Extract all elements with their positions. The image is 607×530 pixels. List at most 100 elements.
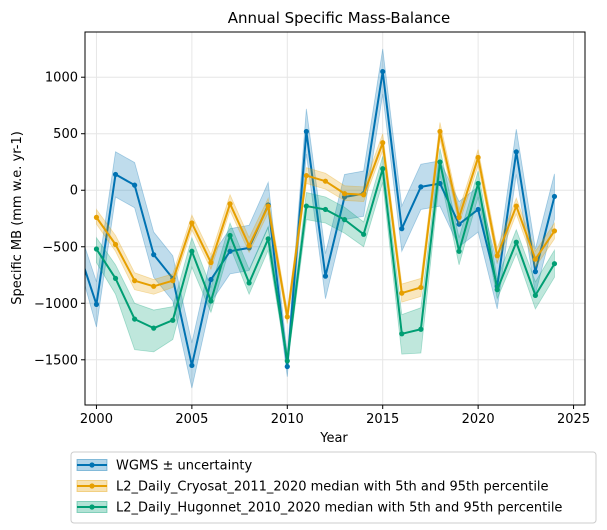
x-tick-label: 2025 [557, 412, 590, 427]
y-tick-label: 1000 [45, 71, 78, 86]
data-point [322, 178, 329, 184]
data-point [322, 206, 329, 213]
data-point [151, 252, 157, 258]
data-point [170, 317, 176, 323]
data-point [303, 203, 309, 209]
data-point [437, 128, 443, 135]
x-tick-label: 2010 [271, 412, 304, 427]
data-point [170, 278, 176, 284]
data-point [361, 231, 367, 237]
data-point [551, 261, 558, 267]
data-point [284, 314, 290, 320]
data-point [361, 192, 367, 198]
x-axis-label: Year [319, 431, 348, 446]
data-point [284, 358, 290, 364]
data-point [532, 256, 538, 262]
data-point [151, 283, 157, 289]
data-point [246, 243, 252, 249]
data-point [456, 221, 462, 227]
legend-marker [89, 462, 95, 468]
series-3 [93, 148, 558, 367]
data-point [341, 191, 348, 197]
data-point [189, 220, 195, 226]
data-point [132, 278, 138, 284]
data-point [265, 203, 271, 209]
data-point [151, 325, 157, 331]
data-point [112, 275, 119, 282]
data-point [456, 214, 462, 220]
x-tick-label: 2000 [80, 412, 113, 427]
data-point [227, 201, 233, 207]
data-point [303, 172, 309, 179]
legend-label: L2_Daily_Hugonnet_2010_2020 median with … [116, 501, 562, 516]
data-point [208, 298, 214, 304]
plot-frame [84, 31, 586, 406]
series-band-1 [85, 48, 555, 389]
series-band-3 [96, 148, 555, 367]
data-point [112, 241, 119, 248]
data-point [227, 232, 233, 239]
data-point [189, 248, 195, 254]
data-point [456, 248, 462, 254]
data-point [475, 206, 481, 213]
series-layer [85, 48, 558, 389]
data-point [399, 226, 405, 232]
data-point [475, 180, 481, 187]
data-point [494, 253, 500, 259]
legend-label: WGMS ± uncertainty [116, 459, 253, 474]
legend-marker [89, 483, 95, 489]
data-point [112, 171, 119, 178]
y-tick-label: 500 [53, 127, 78, 142]
legend-box [70, 451, 597, 524]
y-axis-label: Specific MB (mm w.e. yr-1) [10, 131, 25, 305]
data-point [93, 214, 100, 220]
data-point [399, 290, 405, 296]
data-point [227, 248, 233, 254]
data-point [341, 217, 348, 223]
data-point [132, 316, 138, 322]
data-point [93, 301, 100, 308]
data-point [284, 363, 290, 370]
data-point [532, 292, 538, 298]
data-point [246, 280, 252, 286]
data-point [380, 166, 386, 172]
data-point [208, 276, 214, 283]
y-tick-label: −1500 [34, 353, 78, 368]
legend-label: L2_Daily_Cryosat_2011_2020 median with 5… [116, 480, 549, 495]
x-tick-label: 2020 [462, 412, 495, 427]
legend: WGMS ± uncertainty L2_Daily_Cryosat_2011_… [70, 451, 597, 524]
chart-title: Annual Specific Mass-Balance [228, 9, 451, 27]
data-point [208, 259, 214, 266]
data-point [189, 362, 195, 369]
y-tick-label: −1000 [34, 297, 78, 312]
y-tick-label: −500 [42, 240, 78, 255]
data-point [551, 193, 558, 200]
data-point [475, 154, 481, 161]
data-point [418, 184, 424, 190]
data-point [132, 182, 138, 188]
x-axis: 2000 2005 2010 2015 2020 2025 [80, 405, 590, 427]
data-point [437, 159, 443, 165]
data-point [513, 239, 519, 245]
grid-lines [85, 32, 585, 405]
y-axis: −1500 −1000 −500 0 500 1000 [34, 71, 85, 368]
legend-item-3: L2_Daily_Hugonnet_2010_2020 median with … [76, 501, 562, 516]
data-point [513, 149, 519, 155]
data-point [399, 331, 405, 337]
data-point [380, 140, 386, 146]
data-point [513, 203, 519, 209]
x-tick-label: 2015 [366, 412, 399, 427]
y-tick-label: 0 [70, 184, 78, 199]
data-point [494, 287, 500, 293]
legend-marker [89, 504, 95, 510]
legend-item-2: L2_Daily_Cryosat_2011_2020 median with 5… [76, 480, 549, 495]
data-point [380, 68, 386, 75]
data-point [532, 269, 538, 275]
series-band-2 [96, 122, 555, 324]
data-point [551, 228, 558, 234]
data-point [322, 273, 329, 279]
data-point [265, 236, 271, 242]
x-tick-label: 2005 [175, 412, 208, 427]
data-point [418, 326, 424, 332]
